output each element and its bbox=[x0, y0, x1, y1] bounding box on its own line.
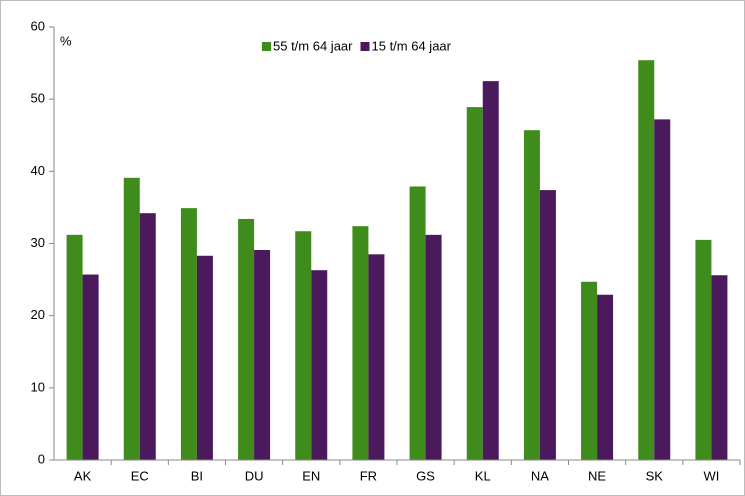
bar bbox=[711, 275, 728, 460]
bar bbox=[409, 186, 426, 460]
legend-swatch bbox=[262, 42, 271, 51]
y-axis-label: % bbox=[60, 33, 72, 48]
x-tick-label: FR bbox=[360, 468, 377, 483]
x-tick-label: NA bbox=[531, 468, 549, 483]
bar bbox=[368, 254, 385, 460]
bar bbox=[539, 190, 556, 460]
bar bbox=[238, 218, 255, 460]
y-tick-label: 50 bbox=[31, 91, 45, 106]
legend-swatch bbox=[360, 42, 370, 51]
y-tick-label: 10 bbox=[31, 379, 45, 394]
bar bbox=[695, 239, 712, 460]
bar bbox=[180, 208, 197, 460]
y-tick-label: 60 bbox=[31, 18, 45, 33]
bar bbox=[254, 249, 271, 460]
x-tick-label: AK bbox=[74, 468, 92, 483]
bar bbox=[295, 231, 312, 460]
bar bbox=[82, 274, 99, 460]
x-tick-label: KL bbox=[475, 468, 491, 483]
x-tick-label: WI bbox=[703, 468, 719, 483]
bar bbox=[466, 107, 483, 460]
bar bbox=[482, 81, 499, 460]
x-tick-label: EC bbox=[131, 468, 149, 483]
legend-label: 15 t/m 64 jaar bbox=[372, 38, 452, 53]
y-tick-label: 30 bbox=[31, 235, 45, 250]
bar bbox=[123, 177, 140, 460]
y-tick-label: 0 bbox=[38, 451, 45, 466]
bar bbox=[196, 255, 213, 460]
bar bbox=[425, 234, 442, 460]
x-tick-label: SK bbox=[646, 468, 664, 483]
y-tick-label: 20 bbox=[31, 307, 45, 322]
x-tick-label: GS bbox=[416, 468, 435, 483]
bar bbox=[66, 234, 83, 460]
x-tick-label: DU bbox=[245, 468, 264, 483]
bar bbox=[139, 213, 156, 460]
bar bbox=[597, 294, 614, 460]
x-tick-label: NE bbox=[588, 468, 606, 483]
bar bbox=[638, 60, 655, 461]
y-tick-label: 40 bbox=[31, 163, 45, 178]
x-tick-label: BI bbox=[191, 468, 203, 483]
bar bbox=[581, 281, 598, 460]
bar bbox=[352, 226, 369, 460]
bar bbox=[523, 130, 540, 460]
bar bbox=[654, 119, 671, 460]
x-tick-label: EN bbox=[302, 468, 320, 483]
bar bbox=[311, 270, 328, 460]
legend-label: 55 t/m 64 jaar bbox=[273, 38, 353, 53]
